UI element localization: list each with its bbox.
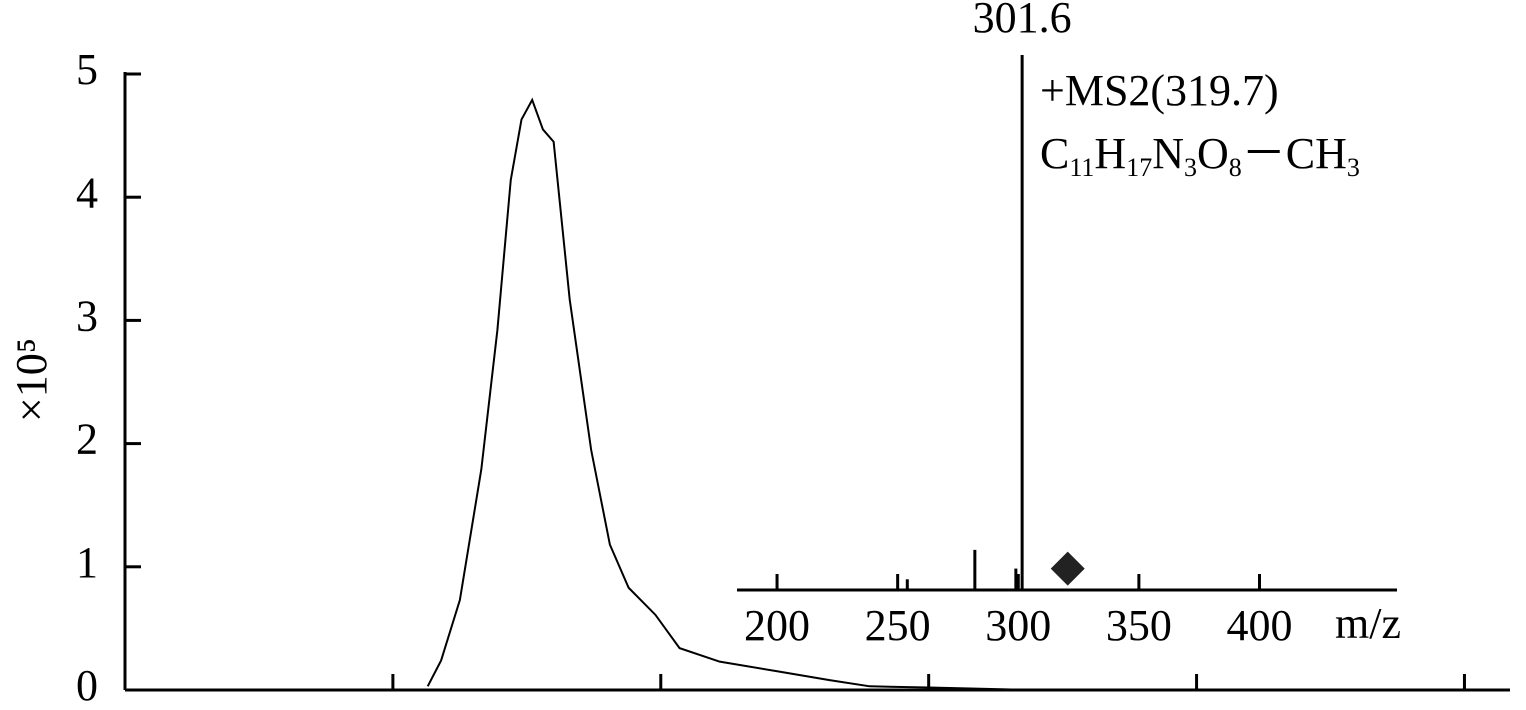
subscript: 3 [1184, 153, 1197, 182]
annotation: +MS2(319.7) [1040, 66, 1279, 115]
inset-x-tick-label: 400 [1227, 601, 1293, 650]
subscript: 11 [1069, 153, 1094, 182]
subscript: 17 [1126, 153, 1152, 182]
inset-x-axis-label: m/z [1335, 599, 1401, 648]
inset-x-tick-label: 350 [1106, 601, 1172, 650]
formula-part: H [1094, 129, 1126, 178]
precursor-marker [1050, 551, 1085, 586]
formula-part: N [1152, 129, 1184, 178]
formula-part: O [1197, 129, 1229, 178]
subscript: 8 [1229, 153, 1242, 182]
y-tick-label: 5 [76, 45, 98, 94]
formula-part: －CH [1242, 129, 1347, 178]
y-tick-label: 4 [76, 168, 98, 217]
y-tick-label: 0 [76, 661, 98, 710]
formula-part: C [1040, 129, 1069, 178]
y-axis-label: ×10⁵ [7, 338, 56, 422]
inset-x-tick-label: 300 [985, 601, 1051, 650]
y-tick-label: 1 [76, 538, 98, 587]
y-tick-label: 3 [76, 291, 98, 340]
peak-label: 301.6 [973, 0, 1072, 42]
inset-x-tick-label: 250 [865, 601, 931, 650]
subscript: 3 [1347, 153, 1360, 182]
y-tick-label: 2 [76, 415, 98, 464]
formula-annotation: C11H17N3O8－CH3 [1040, 129, 1360, 182]
chromatogram-line [426, 97, 1031, 691]
inset-x-tick-label: 200 [744, 601, 810, 650]
